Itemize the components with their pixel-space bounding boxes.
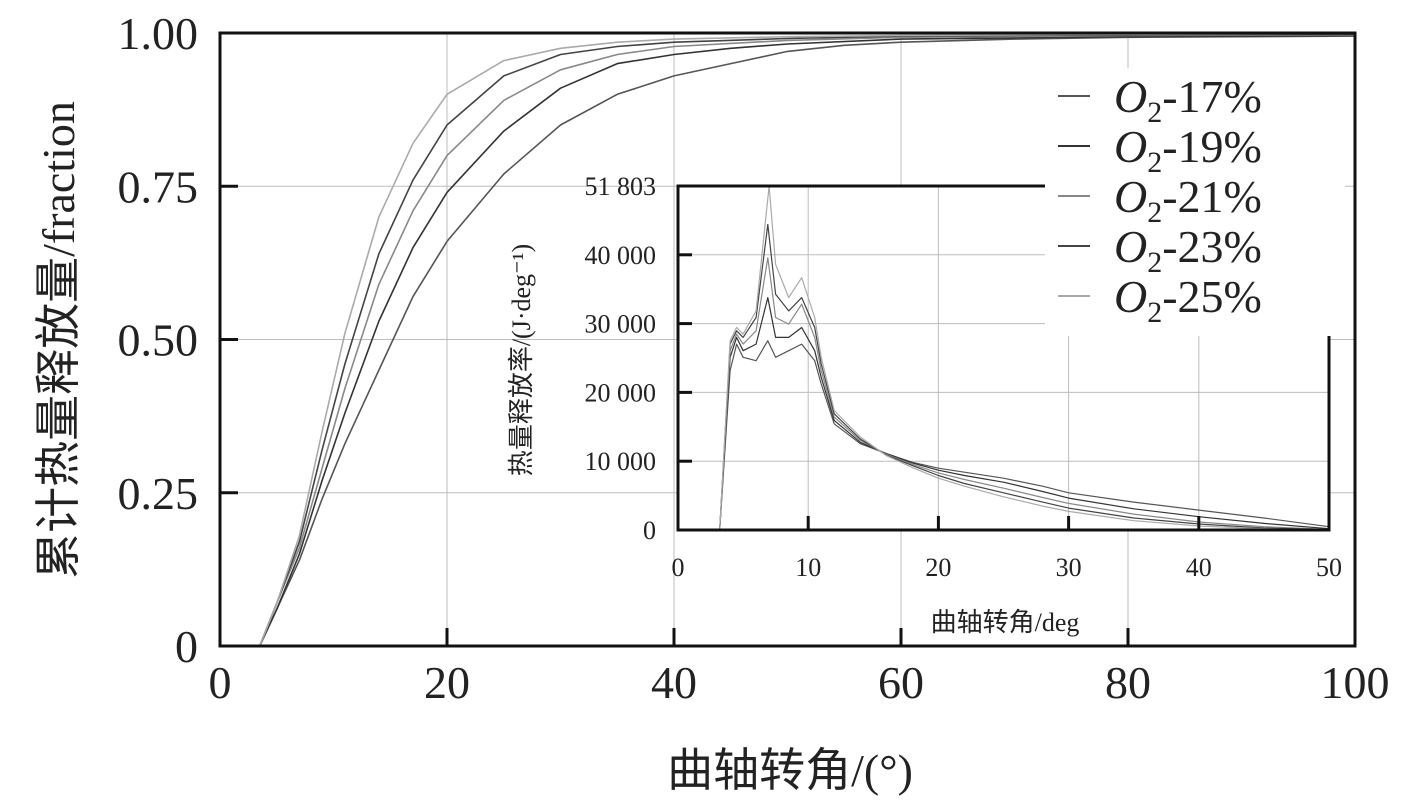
y-tick-label: 10 000	[585, 447, 657, 476]
x-tick-label: 0	[209, 657, 232, 708]
x-tick-label: 10	[795, 553, 821, 582]
y-tick-label: 0	[175, 621, 198, 672]
main-x-axis-label: 曲轴转角/(°)	[667, 745, 913, 796]
y-tick-label: 1.00	[118, 8, 199, 59]
legend-label: O2-25%	[1114, 271, 1262, 329]
x-tick-label: 20	[925, 553, 951, 582]
x-tick-label: 0	[672, 553, 685, 582]
y-tick-label: 0.50	[118, 315, 199, 366]
x-tick-label: 60	[878, 657, 924, 708]
inset-y-axis-label: 热量释放率/(J·deg⁻¹)	[507, 244, 536, 476]
y-tick-label: 51 803	[585, 172, 657, 201]
y-tick-label: 0.75	[118, 161, 199, 212]
x-tick-label: 100	[1321, 657, 1390, 708]
y-tick-label: 0.25	[118, 468, 199, 519]
y-tick-label: 0	[643, 516, 656, 545]
main-y-axis-label: 累计热量释放量/fraction	[33, 101, 84, 579]
y-tick-label: 30 000	[585, 310, 657, 339]
x-tick-label: 40	[1186, 553, 1212, 582]
inset-x-axis-label: 曲轴转角/deg	[931, 608, 1080, 637]
x-tick-label: 20	[424, 657, 470, 708]
y-tick-label: 40 000	[585, 241, 657, 270]
x-tick-label: 80	[1105, 657, 1151, 708]
x-tick-label: 50	[1316, 553, 1342, 582]
x-tick-label: 40	[651, 657, 697, 708]
x-tick-label: 30	[1056, 553, 1082, 582]
y-tick-label: 20 000	[585, 378, 657, 407]
